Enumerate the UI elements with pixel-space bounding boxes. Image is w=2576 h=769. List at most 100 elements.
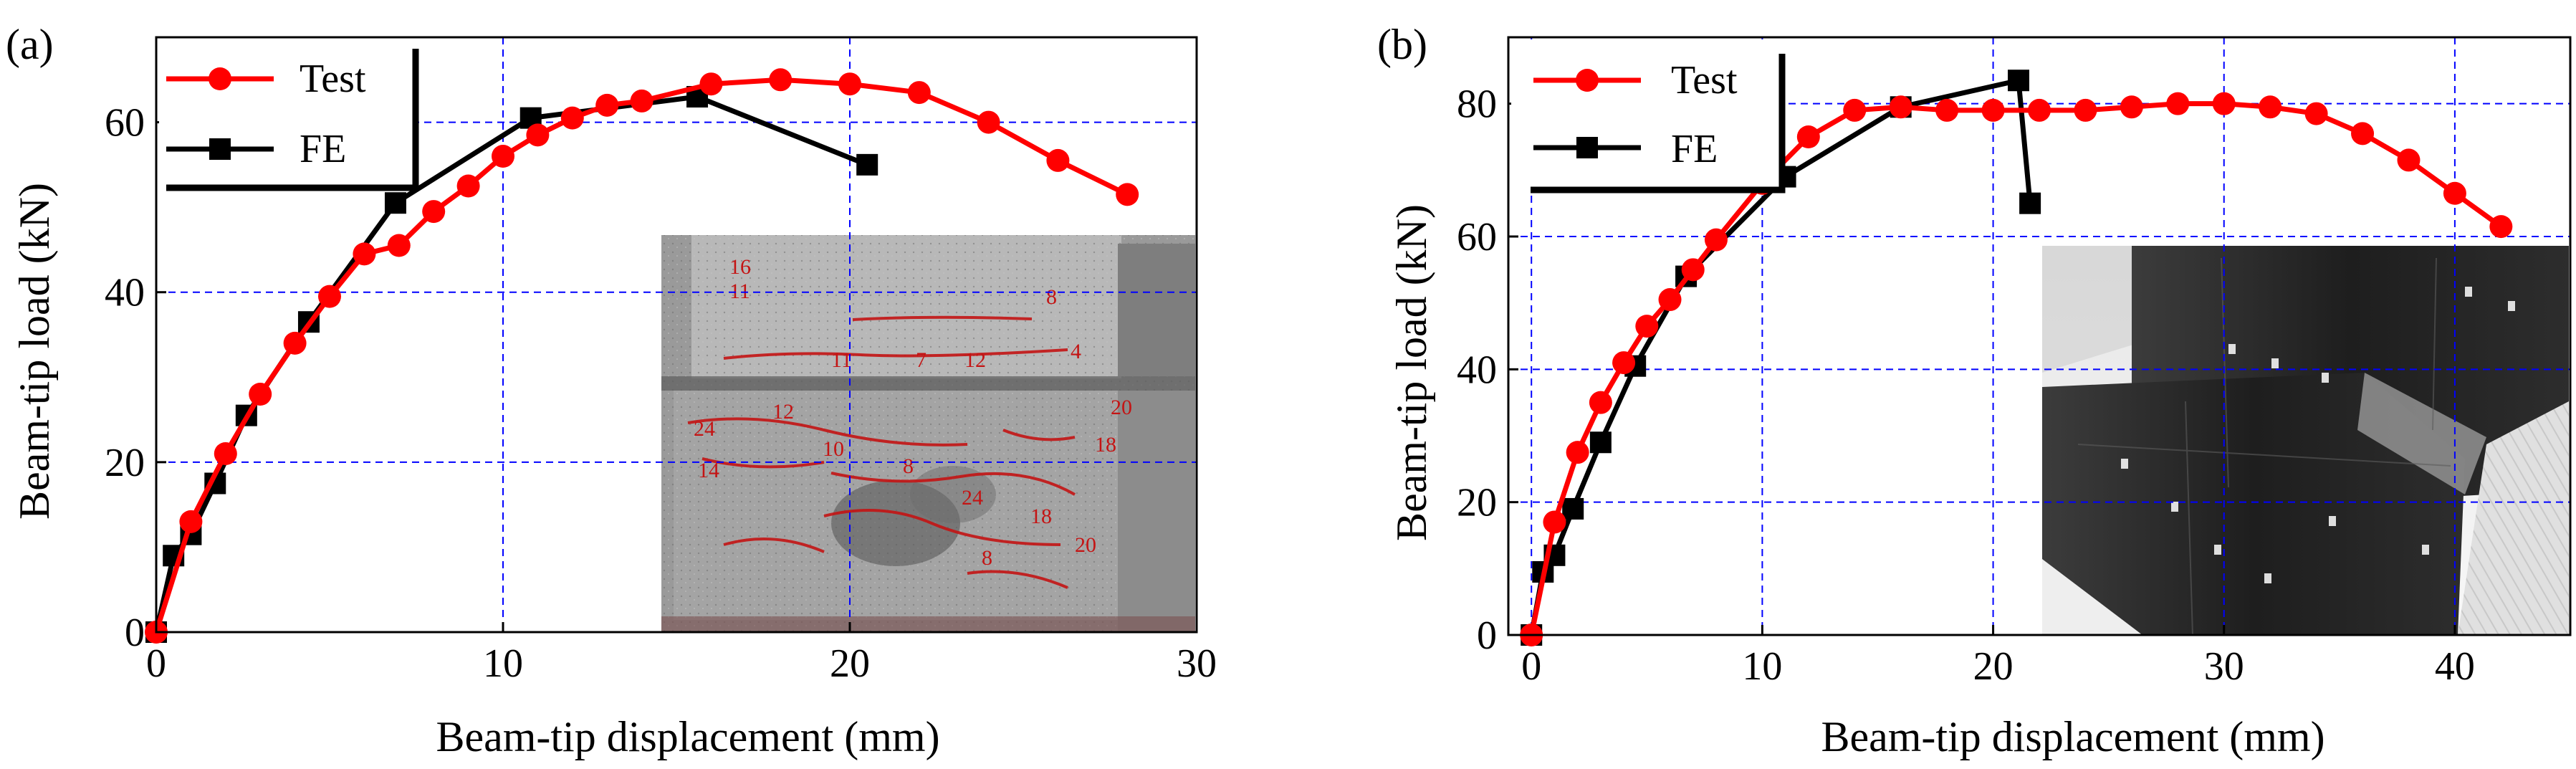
panel-a-ticks: 0 10 20 30 0 20 40 60: [105, 101, 1217, 686]
legend-test-label: Test: [300, 57, 366, 101]
data-point-test: [1681, 258, 1705, 282]
photo-crack-mark: 18: [1030, 505, 1052, 528]
data-point-test: [526, 123, 550, 147]
photo-crack-mark: 16: [729, 255, 751, 279]
data-point-fe: [384, 192, 406, 214]
data-point-test: [2028, 98, 2051, 122]
x-tick-label: 0: [146, 641, 166, 686]
panel-a-frame: [155, 36, 1198, 634]
legend-fe-marker: [1576, 137, 1598, 158]
panel-a-series: [145, 68, 1139, 644]
data-point-test: [2120, 95, 2143, 119]
panel-a-label: (a): [6, 21, 54, 68]
data-point-test: [699, 72, 723, 96]
data-point-test: [387, 234, 411, 257]
data-point-test: [1658, 288, 1682, 312]
panel-a-ylabel: Beam-tip load (kN): [11, 183, 58, 520]
data-point-test: [492, 145, 514, 168]
data-point-test: [2212, 92, 2236, 115]
x-tick-label: 20: [1973, 644, 2014, 689]
data-point-test: [2489, 215, 2513, 239]
data-point-test: [907, 81, 931, 105]
photo-crack-mark: 8: [1046, 285, 1057, 309]
panel-a-xlabel: Beam-tip displacement (mm): [436, 713, 939, 760]
data-point-test: [2074, 98, 2097, 122]
data-point-test: [2166, 92, 2190, 115]
data-point-fe: [2008, 70, 2030, 92]
data-point-fe: [856, 153, 878, 176]
y-tick-label: 40: [105, 271, 145, 315]
legend-shadow: [1531, 54, 1786, 194]
data-point-fe: [1589, 431, 1612, 454]
data-point-test: [2443, 181, 2466, 205]
data-point-test: [769, 68, 793, 92]
photo-crack-mark: 4: [1071, 340, 1081, 363]
photo-crack-mark: 8: [903, 454, 914, 478]
legend-fe-marker: [209, 138, 231, 160]
panel-a-legend: Test FE: [159, 39, 419, 191]
photo-crack-mark: 20: [1075, 533, 1096, 557]
data-point-test: [1704, 228, 1728, 252]
x-tick-label: 30: [2204, 644, 2244, 689]
photo-crack-mark: 10: [823, 437, 844, 461]
data-point-fe: [1562, 497, 1584, 520]
data-point-test: [1843, 98, 1867, 122]
data-point-test: [283, 331, 307, 355]
data-point-test: [2351, 122, 2375, 145]
data-point-fe: [2019, 192, 2041, 214]
photo-crack-mark: 12: [772, 400, 794, 424]
data-point-test: [179, 510, 203, 533]
data-point-test: [1116, 183, 1139, 206]
y-tick-label: 20: [1457, 481, 1497, 525]
data-point-test: [456, 174, 480, 198]
data-point-test: [1981, 98, 2005, 122]
x-tick-label: 10: [483, 641, 523, 686]
legend-fe-label: FE: [300, 127, 346, 171]
photo-crack-mark: 8: [982, 546, 992, 570]
data-point-test: [2304, 102, 2328, 125]
panel-b-xlabel: Beam-tip displacement (mm): [1821, 713, 2324, 760]
data-point-test: [977, 110, 1000, 134]
panel-b-label: (b): [1377, 21, 1427, 68]
legend-test-marker: [1576, 69, 1599, 92]
panel-b-frame: [1507, 36, 2572, 636]
data-point-test: [630, 89, 653, 113]
photo-crack-mark: 18: [1095, 433, 1116, 457]
y-tick-label: 40: [1457, 348, 1497, 392]
inset-photo-cracked-joint: 16 11 8 11 7 12 4 20 12 24 14 10 8 18 24…: [661, 235, 1195, 633]
data-point-test: [560, 106, 584, 130]
x-tick-label: 0: [1521, 644, 1541, 689]
data-point-test: [838, 72, 861, 96]
x-tick-label: 20: [830, 641, 870, 686]
x-tick-label: 40: [2435, 644, 2475, 689]
photo-crack-mark: 11: [831, 348, 852, 372]
data-point-test: [214, 442, 237, 465]
panel-b-legend: Test FE: [1511, 39, 1786, 194]
series-line-test: [153, 77, 1129, 634]
data-point-test: [1566, 441, 1589, 464]
data-point-test: [318, 285, 341, 308]
data-point-test: [1635, 315, 1659, 338]
data-point-test: [1889, 95, 1912, 119]
panel-b: (b) Beam-tip load (kN) Beam-tip displace…: [1377, 21, 2572, 760]
y-tick-label: 60: [1457, 215, 1497, 259]
data-point-test: [1589, 391, 1612, 414]
photo-crack-mark: 24: [962, 486, 983, 510]
x-tick-label: 30: [1177, 641, 1217, 686]
photo-crack-mark: 24: [694, 417, 715, 441]
photo-crack-mark: 12: [964, 348, 986, 372]
data-point-test: [1543, 510, 1566, 534]
legend-test-label: Test: [1671, 58, 1738, 102]
photo-crack-mark: 20: [1111, 396, 1132, 419]
x-tick-label: 10: [1742, 644, 1782, 689]
data-point-test: [1046, 148, 1070, 172]
data-point-test: [2259, 95, 2282, 119]
data-point-test: [1796, 125, 1820, 148]
data-point-test: [1935, 98, 1959, 122]
data-point-test: [353, 242, 376, 266]
y-tick-label: 0: [1477, 613, 1497, 658]
y-tick-label: 20: [105, 441, 145, 485]
y-tick-label: 0: [125, 611, 145, 655]
legend-fe-label: FE: [1671, 127, 1718, 171]
